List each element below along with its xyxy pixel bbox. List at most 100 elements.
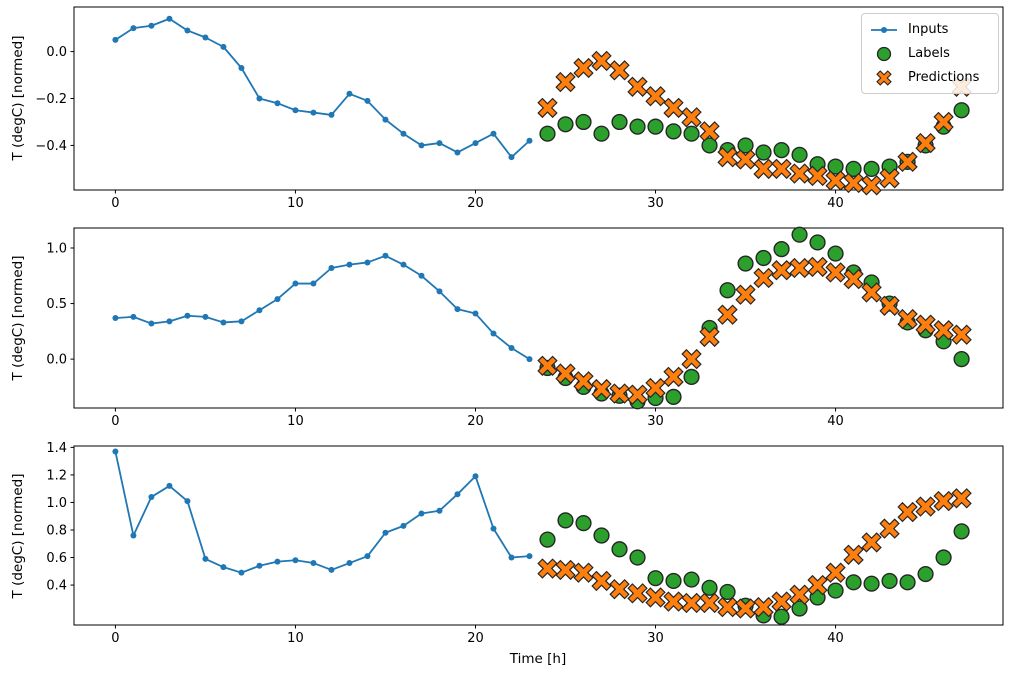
inputs-marker [382,529,389,536]
predictions-marker [699,326,720,348]
predictions-marker [843,544,864,565]
inputs-marker [292,557,299,564]
inputs-marker [346,560,353,567]
inputs-marker [346,261,353,268]
predictions-marker [609,579,630,600]
inputs-marker [328,265,335,271]
x-tick-label: 0 [111,414,119,429]
predictions-marker [879,295,900,316]
y-tick-label: 0.5 [46,297,67,312]
labels-marker [827,582,844,599]
labels-marker [791,226,808,243]
predictions-marker [609,60,630,81]
predictions-marker [915,132,936,154]
inputs-marker [256,95,263,102]
labels-marker [557,512,574,529]
inputs-marker [436,507,443,514]
axes-frame [73,445,1004,626]
predictions-marker [537,97,558,119]
inputs-marker [256,307,263,314]
labels-marker [719,282,736,299]
inputs-marker [490,525,497,532]
labels-marker [863,575,880,592]
predictions-marker [681,592,702,614]
inputs-dot-glyph [881,26,887,33]
inputs-marker [184,27,191,34]
inputs-marker [184,498,191,505]
inputs-marker [184,312,191,319]
y-axis-label-subplot-2: T (degC) [normed] [10,255,26,381]
x-tick-label: 30 [647,196,664,211]
inputs-marker [130,532,137,539]
labels-marker [791,146,808,163]
labels-marker [791,600,808,617]
predictions-marker [933,490,954,512]
predictions-marker [663,591,684,612]
x-tick-label: 30 [647,414,664,429]
predictions-marker [753,158,774,180]
labels-marker [863,160,880,177]
predictions-marker [645,85,666,107]
inputs-marker [220,564,227,571]
predictions-marker [915,496,936,517]
x-tick-label: 10 [287,414,304,429]
inputs-line [114,17,531,159]
inputs-marker [274,296,281,303]
y-tick-label: 1.0 [46,496,67,511]
y-tick-label: 0.8 [46,523,67,538]
labels-circle-glyph [876,46,892,61]
inputs-marker [310,280,317,287]
labels-marker [953,351,970,368]
labels-marker [647,570,664,587]
labels-marker [953,102,970,119]
x-axis-label: Time [h] [509,651,567,667]
predictions-marker [717,596,738,618]
inputs-marker [202,555,209,562]
labels-marker [719,583,736,601]
y-tick-label: 0.6 [46,551,67,566]
labels-marker [539,531,556,548]
inputs-marker [400,522,407,529]
inputs-marker [130,313,137,320]
predictions-marker [627,583,648,604]
inputs-marker [166,318,173,325]
inputs-marker [166,482,173,489]
inputs-marker [472,310,479,317]
predictions-marker [771,591,792,612]
predictions-marker [771,260,792,281]
predictions-marker [591,570,612,592]
predictions-marker [555,71,576,93]
inputs-marker [292,107,299,114]
inputs-marker [508,554,515,561]
labels-marker [593,125,610,142]
predictions-marker [861,175,882,196]
labels-marker [755,144,772,161]
labels-marker [683,125,700,142]
predictions-marker [573,562,594,583]
predictions-marker [645,587,666,608]
legend-item-inputs: Inputs [869,19,990,40]
labels-marker [899,574,916,591]
predictions-marker [879,168,900,189]
predictions-marker [825,562,846,583]
inputs-marker [382,116,389,123]
y-axis-label-subplot-1: T (degC) [normed] [10,35,26,161]
labels-marker [845,574,862,591]
predictions-marker [609,383,630,404]
labels-marker [593,527,610,544]
predictions-marker [699,592,720,614]
axes-frame [73,227,1004,409]
labels-circle-icon [876,46,892,61]
labels-marker [665,572,682,590]
predictions-marker [735,598,756,619]
predictions-marker [843,172,864,194]
inputs-marker [292,280,299,287]
x-tick-label: 20 [467,414,484,429]
predictions-marker [753,267,774,289]
y-tick-label: 1.0 [46,242,67,257]
predictions-marker [879,518,900,539]
predictions-marker [789,257,810,279]
y-tick-label: 1.2 [46,468,67,483]
inputs-marker [148,22,155,29]
